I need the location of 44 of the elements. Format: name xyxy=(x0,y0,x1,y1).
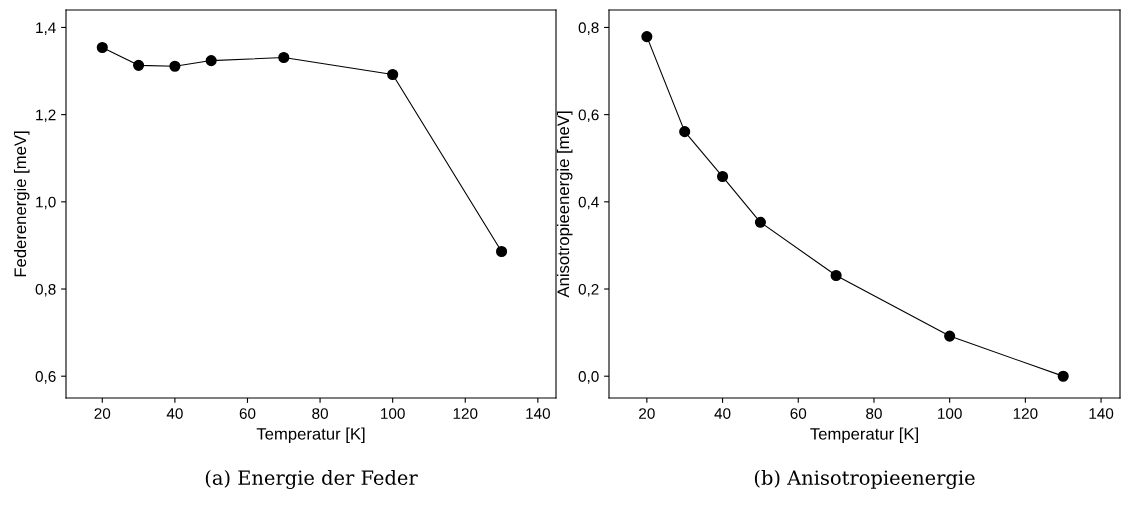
y-tick-label: 0,4 xyxy=(578,196,599,210)
x-tick-label: 100 xyxy=(938,408,962,419)
point xyxy=(830,269,842,282)
point xyxy=(754,216,766,228)
y-tick-label: 0,6 xyxy=(35,371,56,384)
y-tick-label: 0,0 xyxy=(578,371,599,384)
point xyxy=(1057,370,1069,382)
x-tick-label: 40 xyxy=(166,408,183,419)
y-axis-title: Federenergie [meV] xyxy=(13,131,30,277)
x-axis-title: Temperatur [K] xyxy=(256,427,365,444)
y-tick-label: 0,2 xyxy=(578,283,599,297)
x-tick-label: 80 xyxy=(866,408,882,419)
point xyxy=(133,59,145,71)
y-tick-label: 1,2 xyxy=(36,109,56,123)
x-tick-label: 20 xyxy=(639,408,655,419)
x-tick-label: 140 xyxy=(526,408,550,419)
y-axis-title: Anisotropieenergie [meV] xyxy=(556,111,573,298)
x-tick-label: 60 xyxy=(239,408,256,419)
x-tick-label: 20 xyxy=(94,408,111,419)
x-tick-label: 140 xyxy=(1089,408,1114,419)
x-tick-label: 40 xyxy=(714,408,731,419)
point xyxy=(169,60,181,72)
point xyxy=(278,51,290,64)
text: (b) Anisotropieenergie xyxy=(754,469,975,490)
point xyxy=(387,68,399,81)
x-tick-label: 120 xyxy=(453,408,478,419)
point xyxy=(96,41,108,54)
point xyxy=(679,126,691,138)
y-tick-label: 0,6 xyxy=(578,109,599,123)
point xyxy=(944,330,956,342)
point xyxy=(495,245,508,258)
x-axis-title: Temperatur [K] xyxy=(810,427,918,444)
y-tick-label: 0,8 xyxy=(578,22,599,35)
x-tick-label: 100 xyxy=(381,408,405,419)
text: (a) Energie der Feder xyxy=(205,469,418,490)
point xyxy=(205,55,217,67)
x-tick-label: 120 xyxy=(1013,408,1038,419)
x-tick-label: 80 xyxy=(312,408,328,419)
y-tick-label: 1,0 xyxy=(36,196,56,210)
x-tick-label: 60 xyxy=(790,408,807,419)
y-tick-label: 1,4 xyxy=(36,22,56,35)
point xyxy=(641,31,653,43)
point xyxy=(716,170,729,183)
y-tick-label: 0,8 xyxy=(35,283,56,297)
